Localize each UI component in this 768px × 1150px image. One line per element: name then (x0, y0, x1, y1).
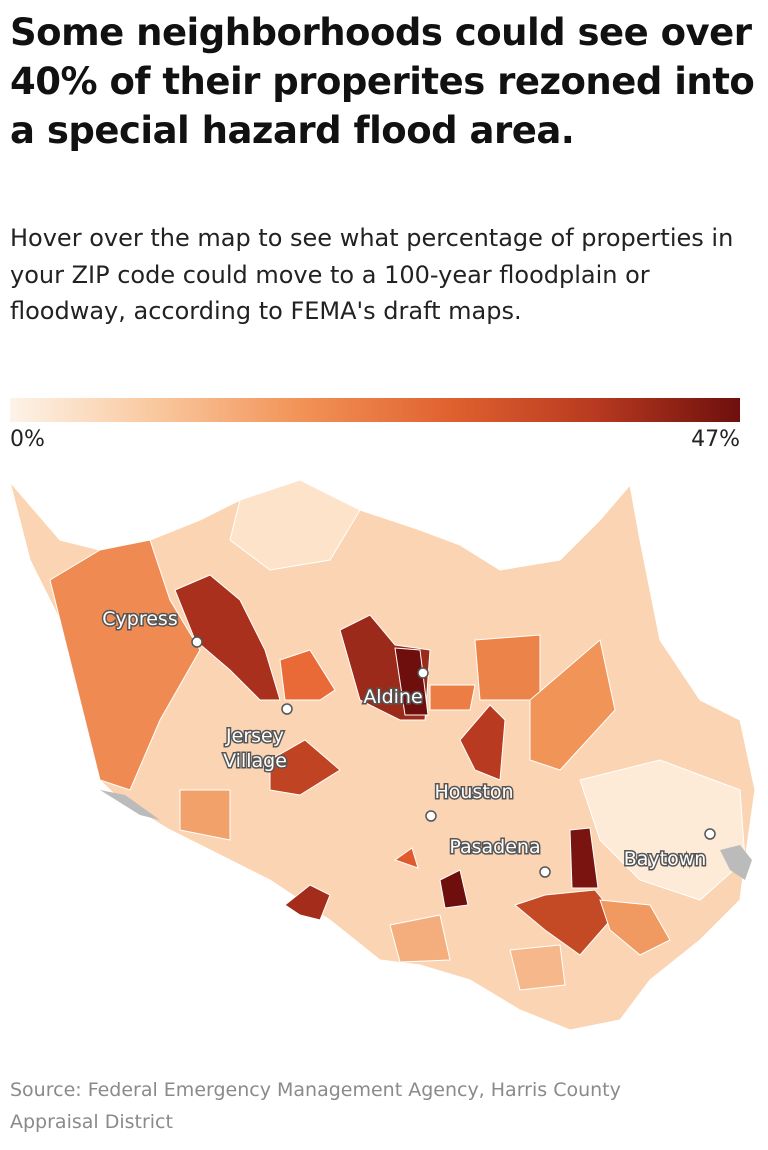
bay (720, 845, 752, 880)
legend-max: 47% (691, 427, 740, 452)
city-dot (704, 828, 716, 840)
city-label: Pasadena (449, 836, 540, 858)
city-dot (539, 866, 551, 878)
city-dot (191, 636, 203, 648)
city-dot (417, 667, 429, 679)
zone[interactable] (579, 759, 746, 901)
title: Some neighborhoods could see over 40% of… (10, 11, 755, 152)
city-label: Village (223, 750, 287, 772)
zone[interactable] (269, 739, 341, 796)
city-label: Jersey (225, 725, 284, 747)
zone[interactable] (509, 944, 566, 991)
zone[interactable] (394, 647, 429, 716)
city-label: Houston (435, 781, 514, 803)
zone[interactable] (389, 914, 451, 963)
zone[interactable] (229, 479, 361, 571)
zone[interactable] (174, 574, 281, 701)
zone[interactable] (459, 704, 506, 781)
subtitle: Hover over the map to see what percentag… (10, 224, 734, 325)
map[interactable]: Cypress Aldine Jersey Village Houston Pasaden… (0, 470, 768, 1050)
zone[interactable] (429, 684, 476, 711)
zone[interactable] (393, 847, 419, 869)
legend-min: 0% (10, 427, 45, 452)
zone[interactable] (439, 869, 469, 909)
zone[interactable] (569, 827, 599, 889)
legend-gradient (10, 398, 740, 422)
city-label: Baytown (624, 848, 707, 870)
city-label: Aldine (363, 686, 422, 708)
zone[interactable] (599, 899, 671, 956)
zone[interactable] (529, 639, 616, 771)
city-dot (281, 703, 293, 715)
source: Source: Federal Emergency Management Age… (10, 1079, 621, 1133)
zone[interactable] (179, 789, 231, 841)
zone[interactable] (474, 634, 541, 701)
bay (100, 790, 160, 820)
city-label: Cypress (102, 608, 177, 630)
zone[interactable] (279, 649, 336, 701)
zone[interactable] (284, 884, 331, 921)
city-dot (425, 810, 437, 822)
zone[interactable] (49, 539, 201, 791)
